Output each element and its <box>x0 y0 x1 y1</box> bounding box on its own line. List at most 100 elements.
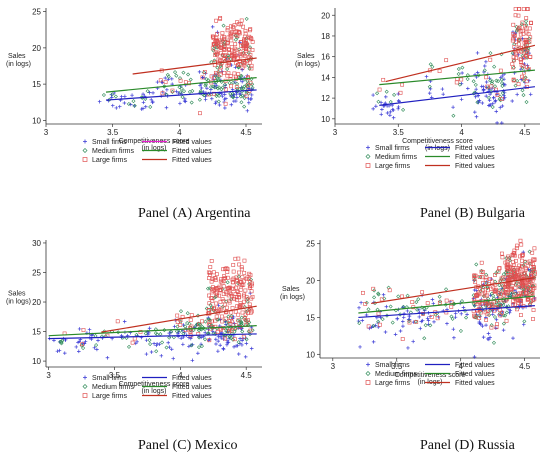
small-firm-point <box>527 78 531 83</box>
small-firm-point <box>500 104 505 108</box>
large-firm-point <box>239 265 244 270</box>
large-firm-point <box>245 275 250 280</box>
large-firm-point <box>444 58 449 63</box>
small-firm-point <box>249 346 254 351</box>
medium-firm-point <box>205 286 211 291</box>
small-firm-point <box>245 109 250 113</box>
large-firm-point <box>496 269 501 274</box>
medium-firm-point <box>388 304 393 309</box>
small-firm-point <box>502 91 507 95</box>
y-tick-label: 10 <box>306 350 315 359</box>
large-firm-point <box>229 31 233 36</box>
small-firm-point <box>451 105 455 109</box>
small-firm-point <box>205 86 209 91</box>
large-firm-point <box>490 279 495 284</box>
large-firm-point <box>478 310 483 315</box>
large-firm-point <box>511 263 516 267</box>
large-firm-point <box>220 281 225 286</box>
x-tick-label: 4.5 <box>240 128 252 137</box>
large-firm-point <box>229 38 234 43</box>
large-firm-point <box>387 288 392 293</box>
medium-firm-point <box>465 77 470 82</box>
large-firm-point <box>218 16 223 21</box>
medium-firm-point <box>148 104 153 109</box>
small-firm-point <box>487 103 491 108</box>
medium-firm-point <box>228 334 233 339</box>
large-firm-point <box>220 31 225 35</box>
large-firm-point <box>524 30 529 35</box>
large-firm-point <box>517 37 521 42</box>
x-axis-label: Competitiveness score <box>395 372 466 379</box>
small-firm-point <box>240 67 244 72</box>
large-firm-point <box>524 39 528 44</box>
legend-marker-medium <box>365 154 371 159</box>
large-firm-point <box>250 48 255 52</box>
large-firm-point <box>505 265 510 270</box>
large-firm-point <box>233 53 238 58</box>
large-firm-point <box>514 246 519 251</box>
medium-firm-point <box>488 51 493 56</box>
large-firm-point <box>526 7 530 11</box>
large-firm-point <box>218 15 223 20</box>
large-firm-point <box>519 267 524 272</box>
small-firm-point <box>488 92 492 96</box>
large-firm-point <box>501 289 506 294</box>
large-firm-point <box>249 37 254 42</box>
small-firm-point <box>480 324 485 328</box>
large-firm-point <box>224 87 228 92</box>
medium-firm-point <box>101 92 106 98</box>
medium-firm-point <box>178 309 184 314</box>
large-firm-point <box>454 80 459 85</box>
small-firm-point <box>502 93 506 98</box>
large-firm-point <box>244 318 249 323</box>
large-firm-point <box>238 40 243 45</box>
large-firm-point <box>498 313 503 318</box>
y-tick-label: 25 <box>32 268 41 277</box>
large-firm-point <box>237 304 242 309</box>
large-firm-point <box>246 83 251 88</box>
x-tick-label: 4 <box>459 128 464 137</box>
panel-caption: Panel (D) Russia <box>420 438 516 453</box>
medium-firm-point <box>164 345 169 350</box>
small-firm-point <box>411 339 415 344</box>
small-firm-point <box>383 330 388 334</box>
small-firm-point <box>240 79 244 84</box>
large-firm-point <box>510 62 515 67</box>
small-firm-point <box>152 341 156 346</box>
large-firm-point <box>210 296 215 301</box>
small-firm-point <box>90 333 94 338</box>
small-firm-point <box>473 110 477 114</box>
medium-firm-point <box>244 337 249 342</box>
large-firm-point <box>407 320 412 325</box>
y-tick-label: 18 <box>321 32 330 41</box>
small-firm-point <box>199 335 203 340</box>
large-firm-point <box>229 316 233 320</box>
small-firm-point <box>110 95 114 100</box>
small-firm-point <box>502 97 506 101</box>
medium-firm-point <box>242 84 247 89</box>
medium-firm-point <box>208 303 213 308</box>
large-firm-point <box>513 33 517 38</box>
small-firm-point <box>396 98 401 103</box>
small-firm-point <box>398 329 403 333</box>
legend-marker-medium <box>82 148 88 153</box>
medium-firm-point <box>247 66 252 71</box>
large-firm-point <box>80 342 85 347</box>
small-firm-point <box>401 319 405 324</box>
large-firm-point <box>210 298 215 303</box>
medium-firm-point <box>181 70 186 75</box>
medium-firm-point <box>183 324 188 329</box>
small-firm-point <box>459 312 464 316</box>
small-firm-point <box>418 326 423 331</box>
large-firm-point <box>410 300 415 304</box>
large-firm-point <box>223 336 228 341</box>
small-firm-point <box>357 305 361 310</box>
small-firm-point <box>117 104 122 109</box>
large-firm-point <box>248 328 253 333</box>
medium-firm-point <box>458 328 463 333</box>
large-firm-point <box>505 290 510 295</box>
small-firm-point <box>381 292 386 297</box>
medium-firm-point <box>244 16 249 21</box>
medium-firm-point <box>215 86 220 91</box>
medium-firm-point <box>240 93 245 98</box>
